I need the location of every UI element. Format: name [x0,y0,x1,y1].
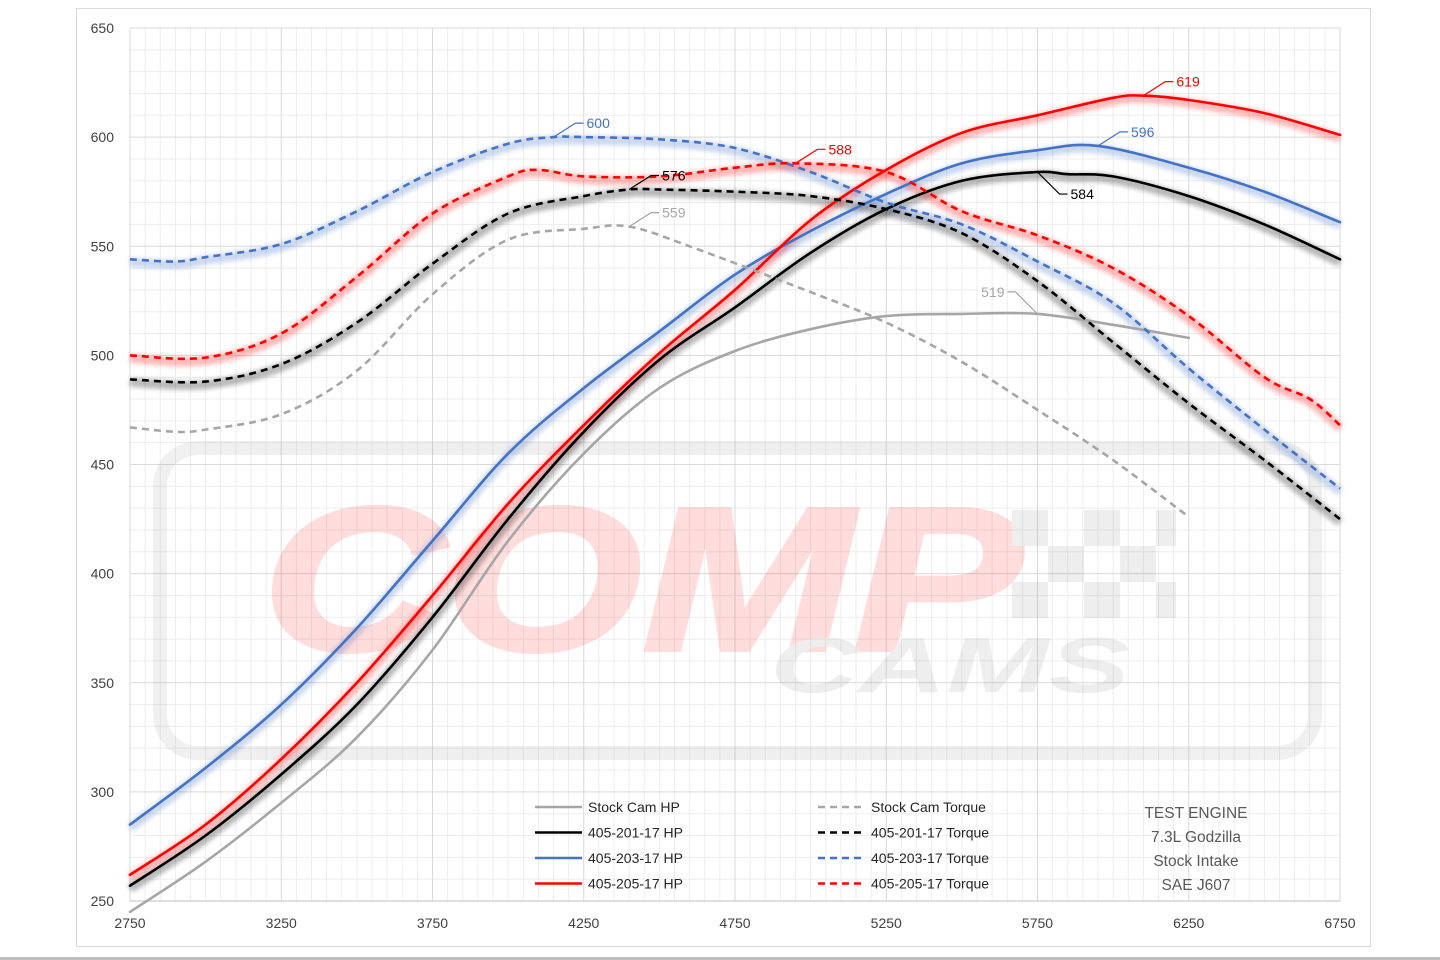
y-tick-label: 550 [91,238,115,254]
axes [129,28,1340,902]
y-tick-label: 500 [91,347,115,363]
y-axis-labels: 250 300 350 400 450 500 550 600 650 [91,20,115,909]
peak-label: 588 [829,141,853,157]
series-line-405-201-17-hp [128,170,1342,887]
y-tick-label: 400 [91,566,115,582]
x-tick-label: 4750 [719,915,750,931]
peak-label: 600 [587,115,611,131]
peak-leader-line [628,212,660,228]
series-glow-405-205-17-torque [129,161,1344,432]
bottom-rule [0,957,1440,960]
peak-label: 619 [1176,74,1200,90]
x-tick-label: 2750 [114,915,145,931]
series-line-405-205-17-torque [129,161,1341,427]
series-glow-405-205-17-hp [127,93,1342,882]
x-tick-label: 3750 [417,915,448,931]
y-tick-label: 450 [91,457,115,473]
legend-label: Stock Cam HP [588,799,680,815]
series-glow-405-203-17-torque [129,135,1343,496]
series-glow-405-201-17-torque [129,187,1343,526]
peak-leader-line [1037,171,1068,195]
peak-leader-line [1143,81,1174,97]
test-engine-line: Stock Intake [1153,853,1238,870]
peak-leader-line [628,174,660,191]
watermark-checker [1012,510,1176,618]
x-tick-label: 6750 [1324,915,1355,931]
peak-leader-line [1097,131,1128,147]
x-tick-label: 3250 [266,915,297,931]
legend-label: 405-205-17 HP [588,876,683,892]
series-layer [128,94,1342,914]
y-tick-label: 300 [91,784,115,800]
watermark-frame [153,441,1322,760]
watermark-cams: CAMS [770,621,1130,709]
series-glow-layer [127,93,1344,893]
series-glow-405-201-17-hp [127,170,1342,893]
x-tick-label: 4250 [568,915,599,931]
series-line-stock-cam-hp [128,311,1191,914]
x-tick-label: 6250 [1173,915,1204,931]
peak-label: 559 [662,205,686,221]
peak-leader-line [795,148,826,164]
test-engine-line: TEST ENGINE [1144,805,1247,822]
test-engine-note: TEST ENGINE 7.3L Godzilla Stock Intake SAE … [1144,805,1247,894]
peak-leader-line [553,122,584,138]
peak-leader-line [1007,291,1038,315]
series-line-405-203-17-hp [128,143,1342,826]
x-tick-label: 5750 [1022,915,1053,931]
test-engine-line: 7.3L Godzilla [1151,829,1241,846]
legend-label: 405-205-17 Torque [871,876,989,892]
legend-label: 405-203-17 HP [588,850,683,866]
peak-label: 576 [662,168,686,184]
legend: Stock Cam HP Stock Cam Torque 405-201-17 H… [535,799,989,892]
peak-label: 596 [1131,124,1155,140]
series-line-405-201-17-torque [129,187,1341,521]
peak-label: 584 [1071,186,1095,202]
legend-label: 405-201-17 Torque [871,825,989,841]
test-engine-line: SAE J607 [1162,877,1231,894]
series-line-stock-cam-torque [129,224,1190,518]
peak-labels: 600 588 576 559 619 596 584 519 [553,74,1200,315]
legend-label: 405-201-17 HP [588,825,683,841]
y-tick-label: 250 [91,893,115,909]
series-glow-405-203-17-hp [127,143,1342,832]
peak-label: 519 [981,284,1005,300]
x-axis-labels: 2750 3250 3750 4250 4750 5250 5750 6250 6750 [114,915,1355,931]
legend-label: Stock Cam Torque [871,799,986,815]
y-tick-label: 650 [91,20,115,36]
series-line-405-203-17-torque [129,135,1341,490]
y-tick-label: 600 [91,129,115,145]
y-tick-label: 350 [91,675,115,691]
series-line-405-205-17-hp [128,94,1342,877]
legend-label: 405-203-17 Torque [871,850,989,866]
x-tick-label: 5250 [871,915,902,931]
